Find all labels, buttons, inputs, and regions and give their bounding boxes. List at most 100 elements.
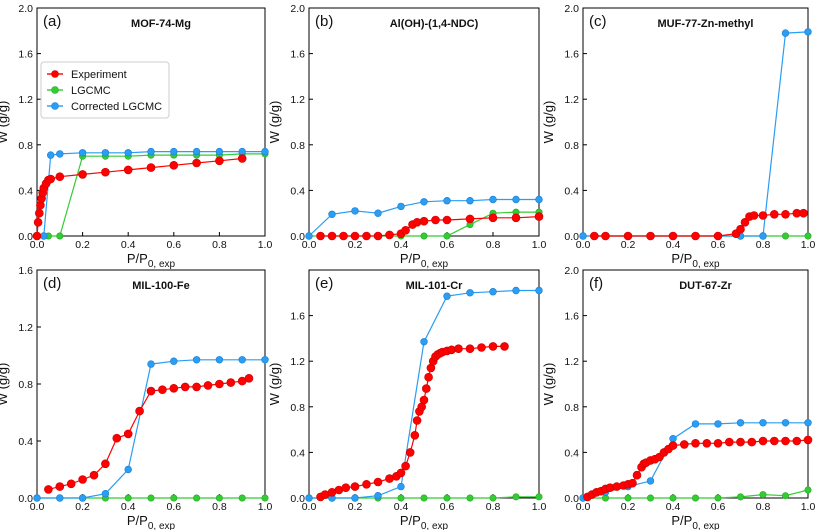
y-tick-label: 1.6 bbox=[564, 49, 579, 61]
data-point-corrected-lgcmc bbox=[420, 338, 428, 346]
data-point-experiment bbox=[511, 213, 521, 223]
legend-label: Corrected LGCMC bbox=[71, 101, 162, 113]
data-point-experiment bbox=[350, 482, 360, 491]
data-point-experiment bbox=[410, 430, 420, 440]
data-point-experiment bbox=[736, 224, 745, 234]
data-point-corrected-lgcmc bbox=[147, 147, 155, 156]
plot-frame bbox=[582, 269, 809, 499]
data-point-experiment bbox=[412, 416, 422, 425]
data-point-experiment bbox=[799, 208, 808, 218]
data-point-experiment bbox=[713, 231, 723, 241]
data-point-experiment bbox=[123, 429, 133, 439]
y-tick-label: 0.8 bbox=[564, 140, 579, 152]
data-point-lgcmc bbox=[397, 494, 405, 502]
panel-label: (e) bbox=[315, 275, 333, 292]
data-point-experiment bbox=[78, 170, 87, 179]
x-tick-label: 0.8 bbox=[212, 501, 227, 513]
plot-frame bbox=[308, 269, 540, 499]
y-tick-label: 0.4 bbox=[564, 185, 579, 197]
data-point-corrected-lgcmc bbox=[512, 286, 520, 295]
panel-label: (c) bbox=[589, 13, 607, 30]
data-point-experiment bbox=[769, 436, 779, 446]
data-point-experiment bbox=[341, 483, 351, 493]
data-point-experiment bbox=[101, 167, 110, 177]
data-point-experiment bbox=[192, 382, 201, 392]
data-point-experiment bbox=[226, 378, 236, 387]
data-point-lgcmc bbox=[535, 493, 543, 501]
x-tick-label: 0.0 bbox=[302, 501, 317, 513]
data-point-experiment bbox=[55, 172, 65, 181]
data-point-experiment bbox=[431, 215, 440, 225]
x-tick-label: 1.0 bbox=[801, 239, 816, 251]
data-point-lgcmc bbox=[466, 494, 474, 502]
chart-panel-d: 0.0 0.2 0.4 0.6 0.8 1.0 0.0 0.4 0.8 1.2 1.6 P/P0, e… bbox=[0, 265, 272, 530]
data-point-experiment bbox=[362, 479, 371, 489]
data-point-experiment bbox=[373, 231, 383, 241]
data-point-experiment bbox=[169, 161, 179, 170]
y-tick-label: 0.0 bbox=[290, 493, 305, 505]
data-point-lgcmc bbox=[261, 494, 269, 502]
data-point-experiment bbox=[405, 448, 415, 457]
data-point-corrected-lgcmc bbox=[192, 356, 201, 364]
data-point-corrected-lgcmc bbox=[489, 288, 497, 296]
x-tick-label: 0.0 bbox=[576, 239, 591, 251]
data-point-lgcmc bbox=[420, 232, 428, 240]
data-point-corrected-lgcmc bbox=[351, 494, 359, 502]
x-tick-label: 1.0 bbox=[801, 501, 816, 513]
data-point-lgcmc bbox=[759, 491, 767, 499]
data-point-corrected-lgcmc bbox=[374, 209, 382, 217]
x-tick-label: 0.4 bbox=[666, 501, 681, 513]
data-point-corrected-lgcmc bbox=[646, 477, 655, 485]
y-axis-label: W (g/g) bbox=[541, 363, 556, 406]
data-point-experiment bbox=[465, 214, 475, 224]
data-point-experiment bbox=[401, 226, 410, 235]
data-point-lgcmc bbox=[193, 494, 201, 502]
chart-panel-b: 0.0 0.2 0.4 0.6 0.8 1.0 0.0 0.4 0.8 1.2 1.6 2.0 P/P0… bbox=[267, 3, 546, 270]
y-tick-label: 2.0 bbox=[564, 3, 579, 15]
x-tick-label: 0.0 bbox=[576, 501, 591, 513]
data-point-experiment bbox=[244, 373, 254, 383]
data-point-corrected-lgcmc bbox=[56, 150, 64, 158]
chart-title: MIL-101-Cr bbox=[406, 280, 464, 292]
x-tick-label: 0.4 bbox=[666, 239, 681, 251]
data-point-experiment bbox=[500, 342, 509, 351]
y-axis-label: W (g/g) bbox=[0, 101, 10, 144]
data-point-corrected-lgcmc bbox=[466, 197, 474, 205]
x-tick-label: 0.2 bbox=[348, 239, 363, 251]
data-point-corrected-lgcmc bbox=[170, 357, 178, 365]
data-point-corrected-lgcmc bbox=[261, 147, 269, 156]
data-point-corrected-lgcmc bbox=[759, 232, 767, 240]
data-point-lgcmc bbox=[669, 494, 677, 502]
x-tick-label: 0.8 bbox=[486, 501, 501, 513]
x-tick-label: 0.4 bbox=[394, 239, 409, 251]
y-axis-label: W (g/g) bbox=[267, 101, 282, 144]
x-tick-label: 0.0 bbox=[302, 239, 317, 251]
x-tick-label: 0.8 bbox=[212, 239, 227, 251]
data-point-experiment bbox=[401, 461, 410, 471]
y-tick-label: 0.8 bbox=[564, 402, 579, 414]
data-point-experiment bbox=[146, 386, 156, 396]
data-point-lgcmc bbox=[420, 494, 428, 502]
y-axis-label: W (g/g) bbox=[541, 101, 556, 144]
data-point-corrected-lgcmc bbox=[691, 420, 700, 428]
data-point-experiment bbox=[158, 385, 167, 395]
data-point-experiment bbox=[747, 437, 757, 447]
data-point-experiment bbox=[396, 468, 406, 478]
data-point-experiment bbox=[769, 210, 779, 219]
data-point-experiment bbox=[646, 231, 655, 241]
data-point-experiment bbox=[192, 158, 201, 168]
data-point-corrected-lgcmc bbox=[804, 419, 812, 427]
x-tick-label: 0.0 bbox=[30, 239, 45, 251]
data-point-experiment bbox=[362, 231, 371, 241]
chart-panel-c: 0.0 0.2 0.4 0.6 0.8 1.0 0.0 0.4 0.8 1.2 1.6 2.0 P/P0… bbox=[541, 3, 815, 270]
data-point-corrected-lgcmc bbox=[443, 292, 451, 300]
y-tick-label: 0.0 bbox=[18, 231, 33, 243]
data-point-experiment bbox=[33, 218, 43, 227]
series-line-experiment bbox=[48, 377, 250, 490]
x-tick-label: 0.6 bbox=[440, 239, 455, 251]
data-point-corrected-lgcmc bbox=[170, 147, 178, 156]
data-point-experiment bbox=[740, 218, 750, 227]
data-point-experiment bbox=[215, 156, 224, 166]
data-point-corrected-lgcmc bbox=[669, 435, 677, 443]
data-point-experiment bbox=[101, 459, 110, 469]
